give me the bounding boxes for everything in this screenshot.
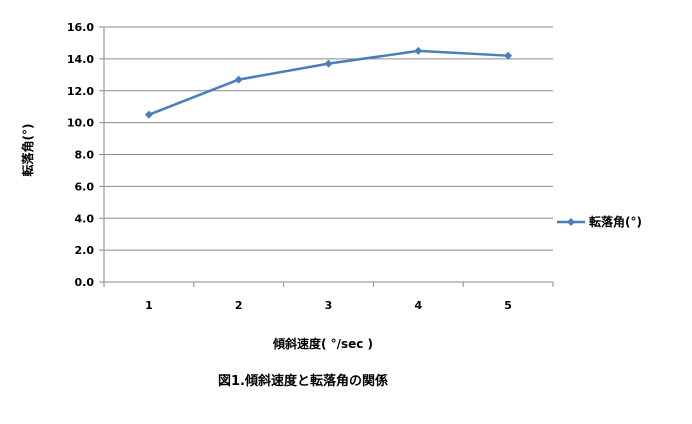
legend: 転落角(°) (557, 214, 642, 229)
data-point (414, 46, 423, 55)
data-point (504, 51, 513, 60)
y-tick-label: 16.0 (67, 21, 94, 34)
y-tick-label: 14.0 (67, 53, 94, 66)
grid (104, 26, 553, 251)
data-point (144, 110, 153, 119)
y-axis-title: 転落角(°) (20, 124, 35, 177)
y-tick-label: 0.0 (75, 276, 95, 289)
figure-caption: 図1.傾斜速度と転落角の関係 (218, 373, 388, 389)
data-point (324, 59, 333, 68)
y-tick-label: 4.0 (75, 212, 95, 225)
y-tick-label: 6.0 (75, 180, 95, 193)
y-tick-label: 2.0 (75, 244, 95, 257)
x-tick-label: 5 (504, 299, 512, 312)
y-axis: 0.0 2.0 4.0 6.0 8.0 10.0 12.0 14.0 16.0 (67, 21, 105, 289)
y-tick-label: 12.0 (67, 85, 94, 98)
x-tick-label: 2 (235, 299, 243, 312)
x-tick-label: 1 (145, 299, 153, 312)
x-axis: 1 2 3 4 5 (103, 281, 554, 312)
x-tick-label: 3 (325, 299, 333, 312)
y-tick-label: 10.0 (67, 117, 94, 130)
legend-marker (567, 218, 575, 226)
plot-area (144, 46, 513, 119)
x-axis-title: 傾斜速度( °/sec ) (272, 336, 373, 351)
data-point (234, 75, 243, 84)
y-tick-label: 8.0 (75, 149, 95, 162)
legend-label: 転落角(°) (589, 214, 642, 229)
x-tick-label: 4 (414, 299, 422, 312)
